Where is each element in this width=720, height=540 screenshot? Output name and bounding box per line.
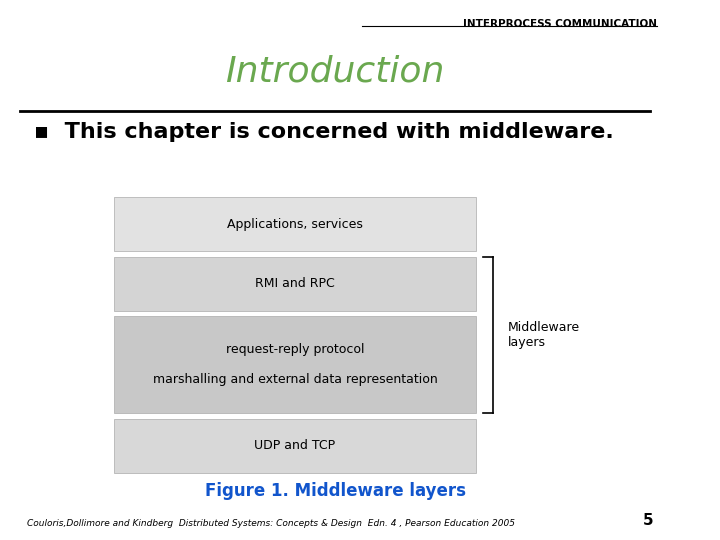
- Text: Middleware
layers: Middleware layers: [508, 321, 580, 349]
- FancyBboxPatch shape: [114, 197, 476, 251]
- FancyBboxPatch shape: [114, 418, 476, 472]
- Text: Couloris,Dollimore and Kindberg  Distributed Systems: Concepts & Design  Edn. 4 : Couloris,Dollimore and Kindberg Distribu…: [27, 519, 515, 528]
- Text: request-reply protocol

marshalling and external data representation: request-reply protocol marshalling and e…: [153, 343, 437, 386]
- Text: Introduction: Introduction: [225, 54, 445, 88]
- Text: Figure 1. Middleware layers: Figure 1. Middleware layers: [204, 482, 466, 500]
- Text: INTERPROCESS COMMUNICATION: INTERPROCESS COMMUNICATION: [463, 19, 657, 29]
- FancyBboxPatch shape: [114, 316, 476, 413]
- Text: RMI and RPC: RMI and RPC: [255, 277, 335, 290]
- Text: ▪  This chapter is concerned with middleware.: ▪ This chapter is concerned with middlew…: [34, 122, 613, 141]
- Text: 5: 5: [643, 513, 654, 528]
- Text: UDP and TCP: UDP and TCP: [254, 439, 336, 452]
- FancyBboxPatch shape: [114, 256, 476, 310]
- Text: Applications, services: Applications, services: [227, 218, 363, 231]
